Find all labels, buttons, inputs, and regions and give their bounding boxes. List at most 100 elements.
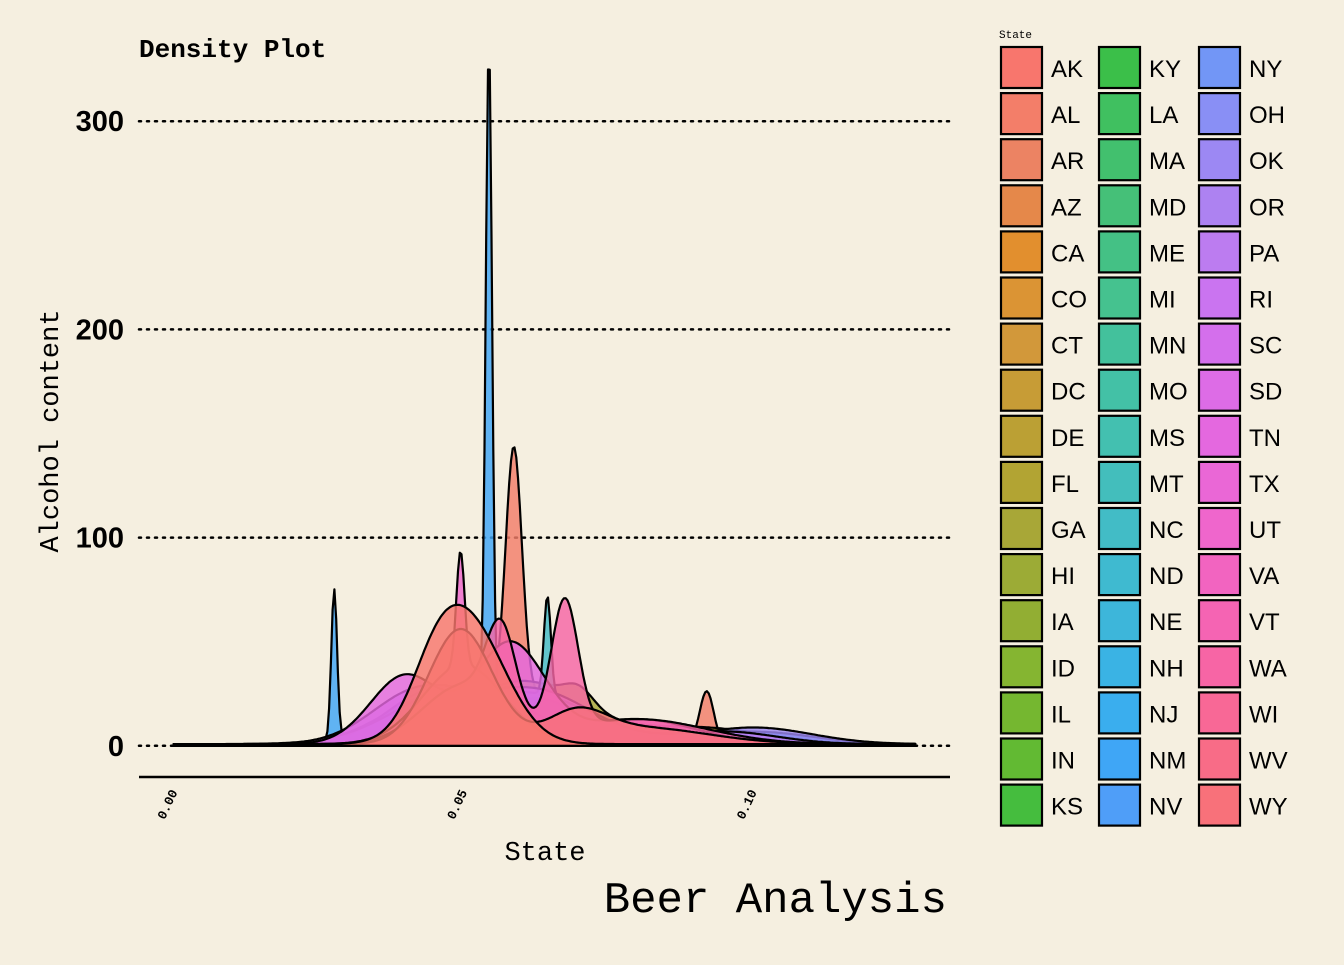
legend-label: MO [1149, 379, 1188, 406]
legend-label: WI [1249, 701, 1278, 728]
legend-item-ia: IA [999, 599, 1074, 643]
legend-label: OK [1249, 148, 1284, 175]
legend-swatch [999, 783, 1044, 827]
legend-swatch [1097, 460, 1142, 504]
legend-item-la: LA [1097, 91, 1178, 136]
legend-label: OR [1249, 194, 1285, 221]
legend-item-md: MD [1097, 184, 1186, 228]
chart-caption: Beer Analysis [604, 876, 947, 926]
legend-swatch [999, 691, 1044, 735]
legend-label: MN [1149, 333, 1186, 360]
legend-item-de: DE [999, 414, 1084, 458]
legend-label: KY [1149, 56, 1181, 83]
legend-item-ms: MS [1097, 414, 1185, 458]
legend-label: SD [1249, 379, 1282, 406]
legend-label: SC [1249, 333, 1282, 360]
legend-label: CT [1051, 333, 1083, 360]
legend-label: GA [1051, 517, 1086, 544]
legend-label: DC [1051, 379, 1086, 406]
legend-item-nm: NM [1097, 737, 1186, 781]
legend-swatch [999, 645, 1044, 689]
legend-label: WV [1249, 748, 1288, 775]
legend-item-az: AZ [999, 184, 1082, 228]
x-tick-labels: 0.00 0.05 0.10 [155, 787, 761, 822]
legend: State AK AL AR AZ CA CO CT DC DE FL GA HI IA ID IL IN KS… [999, 30, 1288, 827]
legend-item-wa: WA [1197, 645, 1287, 689]
legend-swatch [999, 506, 1044, 551]
legend-label: MS [1149, 425, 1185, 452]
legend-label: ID [1051, 655, 1075, 682]
legend-label: IN [1051, 748, 1075, 775]
legend-label: AL [1051, 102, 1080, 129]
legend-swatch [1197, 138, 1242, 182]
y-tick-label: 300 [76, 106, 124, 138]
y-tick-label: 200 [76, 314, 124, 346]
legend-swatch [1197, 691, 1242, 735]
legend-item-pa: PA [1197, 230, 1279, 274]
legend-label: NV [1149, 794, 1182, 821]
legend-label: ND [1149, 563, 1184, 590]
legend-label: MI [1149, 287, 1176, 314]
legend-swatch [999, 276, 1044, 320]
legend-swatch [1097, 599, 1142, 643]
y-tick-label: 100 [76, 523, 124, 555]
legend-swatch [999, 414, 1044, 458]
legend-item-wy: WY [1197, 783, 1288, 827]
legend-item-wv: WV [1197, 737, 1288, 781]
legend-swatch [999, 184, 1044, 228]
legend-label: WY [1249, 794, 1288, 821]
legend-item-oh: OH [1197, 91, 1285, 136]
legend-label: IL [1051, 701, 1071, 728]
legend-swatch [1197, 645, 1242, 689]
legend-item-tn: TN [1197, 414, 1281, 458]
legend-swatch [1197, 783, 1242, 827]
legend-label: DE [1051, 425, 1084, 452]
legend-item-mi: MI [1097, 276, 1176, 320]
legend-swatch [1097, 230, 1142, 274]
x-tick-label: 0.05 [444, 787, 471, 822]
legend-swatch [1097, 138, 1142, 182]
legend-swatch [999, 368, 1044, 412]
legend-swatch [1197, 230, 1242, 274]
legend-swatch [1197, 506, 1242, 551]
chart-title: Density Plot [139, 35, 326, 65]
legend-label: NJ [1149, 701, 1178, 728]
legend-swatch [999, 599, 1044, 643]
legend-label: HI [1051, 563, 1075, 590]
legend-item-nj: NJ [1097, 691, 1178, 735]
legend-swatch [1097, 322, 1142, 366]
legend-title: State [999, 30, 1032, 42]
legend-label: NY [1249, 56, 1282, 83]
legend-label: RI [1249, 287, 1273, 314]
legend-item-il: IL [999, 691, 1071, 735]
legend-label: AR [1051, 148, 1084, 175]
legend-item-ks: KS [999, 783, 1083, 827]
legend-swatch [1197, 276, 1242, 320]
legend-swatch [1197, 737, 1242, 781]
legend-item-va: VA [1197, 552, 1279, 597]
legend-item-co: CO [999, 276, 1087, 320]
legend-label: NM [1149, 748, 1186, 775]
legend-swatch [999, 91, 1044, 136]
legend-label: TN [1249, 425, 1281, 452]
legend-swatch [999, 45, 1044, 90]
legend-swatch [1197, 45, 1242, 90]
legend-item-nh: NH [1097, 645, 1184, 689]
legend-swatch [1097, 737, 1142, 781]
legend-label: OH [1249, 102, 1285, 129]
legend-item-nv: NV [1097, 783, 1182, 827]
legend-item-ar: AR [999, 138, 1084, 182]
legend-item-ct: CT [999, 322, 1083, 366]
legend-entries: AK AL AR AZ CA CO CT DC DE FL GA HI IA ID IL IN KS KY LA MA… [999, 45, 1288, 827]
legend-swatch [999, 138, 1044, 182]
legend-swatch [1197, 599, 1242, 643]
legend-swatch [1197, 184, 1242, 228]
legend-swatch [1197, 368, 1242, 412]
legend-swatch [999, 737, 1044, 781]
legend-swatch [1097, 91, 1142, 136]
legend-item-mo: MO [1097, 368, 1188, 412]
legend-swatch [1097, 691, 1142, 735]
legend-item-mn: MN [1097, 322, 1186, 366]
legend-swatch [1197, 91, 1242, 136]
legend-swatch [1197, 322, 1242, 366]
